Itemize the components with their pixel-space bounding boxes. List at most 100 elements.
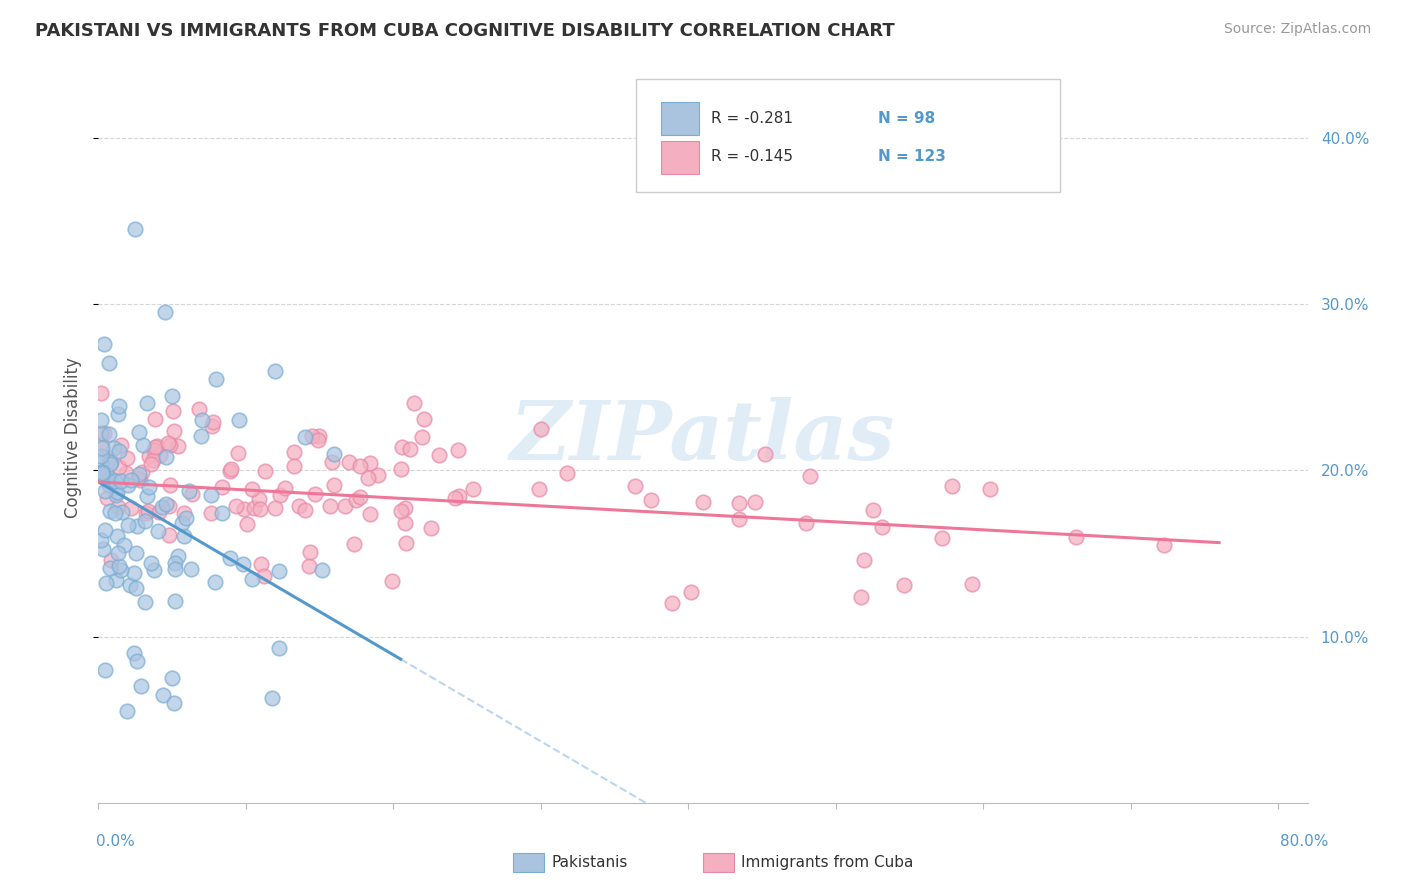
Point — [211, 480, 233, 494]
Point — [159, 438, 181, 452]
Point — [349, 458, 371, 473]
Text: 80.0%: 80.0% — [1281, 834, 1329, 849]
Point — [108, 559, 131, 574]
Point — [134, 595, 156, 609]
Point — [304, 487, 326, 501]
Point — [125, 655, 148, 669]
Text: N = 123: N = 123 — [879, 150, 946, 164]
Point — [232, 557, 254, 571]
Point — [135, 396, 157, 410]
Point — [190, 413, 212, 427]
Point — [692, 495, 714, 509]
Point — [97, 478, 120, 492]
Point — [90, 465, 112, 479]
Point — [226, 445, 249, 459]
Point — [283, 444, 305, 458]
Point — [104, 506, 127, 520]
Text: PAKISTANI VS IMMIGRANTS FROM CUBA COGNITIVE DISABILITY CORRELATION CHART: PAKISTANI VS IMMIGRANTS FROM CUBA COGNIT… — [35, 22, 894, 40]
Point — [155, 450, 177, 464]
Point — [389, 504, 412, 518]
Point — [367, 468, 389, 483]
Point — [107, 500, 129, 515]
Point — [389, 462, 412, 476]
Point — [135, 506, 157, 520]
Point — [96, 467, 118, 481]
Point — [264, 501, 287, 516]
Point — [100, 553, 122, 567]
Point — [128, 467, 150, 482]
Point — [105, 488, 128, 502]
Point — [105, 573, 128, 587]
Point — [103, 441, 125, 455]
Point — [149, 448, 172, 462]
Point — [128, 425, 150, 440]
Point — [381, 574, 404, 589]
Point — [420, 521, 443, 535]
Point — [90, 449, 112, 463]
Point — [728, 496, 751, 510]
Point — [870, 520, 893, 534]
Point — [640, 492, 662, 507]
Point — [148, 505, 170, 519]
Point — [117, 477, 139, 491]
Point — [100, 455, 122, 469]
Point — [91, 465, 114, 479]
Point — [165, 556, 187, 570]
Point — [143, 563, 166, 577]
Point — [394, 516, 416, 530]
Point — [853, 552, 876, 566]
Text: Immigrants from Cuba: Immigrants from Cuba — [741, 855, 914, 870]
Point — [307, 433, 329, 447]
Point — [115, 450, 138, 465]
Point — [180, 562, 202, 576]
Point — [146, 524, 169, 538]
Point — [146, 439, 169, 453]
Point — [243, 501, 266, 516]
Point — [98, 457, 121, 471]
Point — [90, 533, 112, 547]
Point — [136, 489, 159, 503]
Point — [94, 483, 117, 498]
Point — [744, 495, 766, 509]
Point — [283, 458, 305, 473]
Point — [1066, 530, 1088, 544]
Point — [157, 528, 180, 542]
Point — [679, 585, 702, 599]
Point — [125, 519, 148, 533]
Point — [94, 523, 117, 537]
Point — [152, 688, 174, 702]
Point — [962, 577, 984, 591]
Point — [269, 565, 291, 579]
Point — [97, 427, 120, 442]
Point — [122, 566, 145, 581]
Point — [163, 594, 186, 608]
Point — [794, 516, 817, 531]
Point — [205, 372, 228, 386]
Point — [93, 425, 115, 440]
Point — [931, 531, 953, 545]
Point — [163, 696, 186, 710]
Point — [333, 500, 356, 514]
Point — [136, 504, 159, 518]
Point — [107, 400, 129, 414]
Point — [98, 356, 121, 370]
Point — [143, 441, 166, 455]
Point — [311, 563, 333, 577]
Bar — [661, 141, 699, 174]
Point — [661, 596, 683, 610]
Point — [240, 572, 263, 586]
Point — [127, 470, 149, 484]
Point — [319, 499, 342, 513]
Point — [249, 502, 271, 516]
Point — [174, 511, 197, 525]
Point — [90, 413, 112, 427]
Point — [349, 490, 371, 504]
Point — [115, 705, 138, 719]
Point — [131, 438, 153, 452]
Point — [862, 503, 884, 517]
Point — [323, 447, 346, 461]
Point — [398, 442, 420, 457]
Point — [131, 465, 153, 479]
Point — [342, 537, 364, 551]
Point — [159, 477, 181, 491]
